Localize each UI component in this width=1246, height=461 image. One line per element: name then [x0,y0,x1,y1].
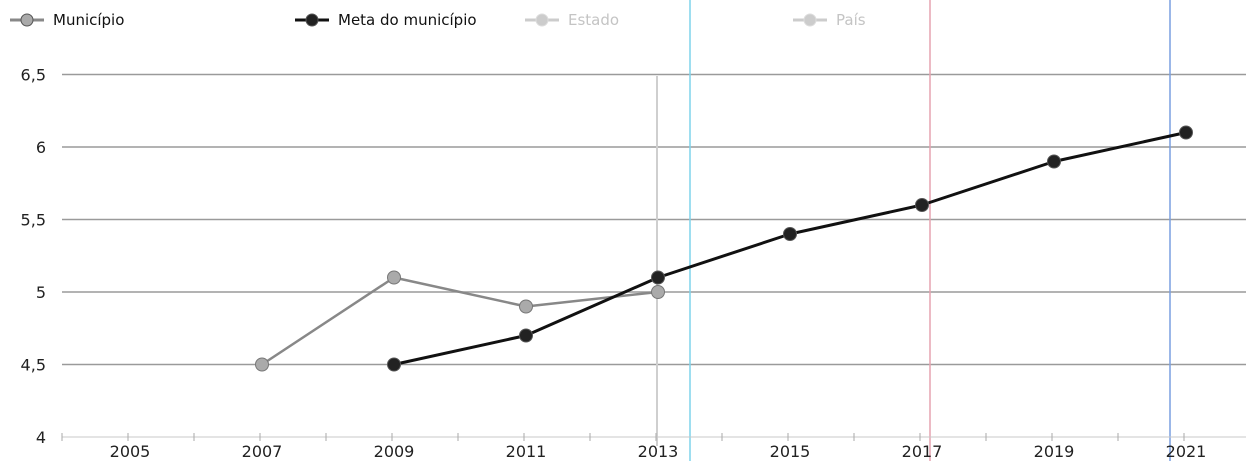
x-tick-label: 2007 [242,442,283,461]
series-1-point[interactable] [915,198,929,212]
gridlines [62,73,1246,366]
series-0-point[interactable] [255,357,269,372]
series-1-point[interactable] [519,328,533,343]
legend-item-2[interactable]: Estado [525,11,619,29]
series-1 [387,125,1193,372]
series-1-point[interactable] [783,227,797,241]
legend-marker-0 [20,13,34,27]
legend-item-0[interactable]: Município [10,11,124,29]
x-tick-label: 2015 [770,442,811,461]
x-tick-label: 2019 [1034,442,1075,461]
series-1-point[interactable] [1179,125,1193,140]
legend-item-1[interactable]: Meta do município [295,11,477,29]
series-1-point[interactable] [1047,154,1061,169]
y-tick-label: 6,5 [21,66,46,85]
legend-marker-2 [535,13,549,27]
series-0-point[interactable] [651,285,665,299]
series-0-point[interactable] [519,299,533,314]
legend-label-3: País [836,11,866,29]
x-axis: 2005 2007 2009 2011 2013 2015 2017 2019 2021 [61,433,1246,461]
series-0 [255,270,665,372]
legend-marker-3 [803,13,817,27]
series-1-point[interactable] [387,357,401,372]
y-tick-label: 5,5 [21,211,46,230]
legend-label-0: Município [53,11,124,29]
series-0-line [261,276,659,366]
series-1-line [393,131,1187,366]
y-axis: 4 4,5 5 5,5 6 6,5 [21,66,46,448]
legend[interactable]: Município Meta do município Estado País [10,11,866,29]
y-tick-label: 6 [36,138,46,157]
x-tick-label: 2011 [506,442,547,461]
x-tick-label: 2009 [374,442,415,461]
x-tick-label: 2013 [638,442,679,461]
x-tick-label: 2017 [902,442,943,461]
y-tick-label: 4,5 [21,356,46,375]
series-0-point[interactable] [387,270,401,285]
legend-label-2: Estado [568,11,619,29]
legend-label-1: Meta do município [338,11,477,29]
y-tick-label: 5 [36,283,46,302]
legend-marker-1 [305,13,319,27]
vertical-marker-lines [656,0,1171,461]
x-tick-label: 2021 [1166,442,1207,461]
series-1-point[interactable] [651,270,665,285]
series-group [255,125,1193,372]
legend-item-3[interactable]: País [793,11,866,29]
y-tick-label: 4 [36,428,46,447]
x-tick-label: 2005 [110,442,151,461]
